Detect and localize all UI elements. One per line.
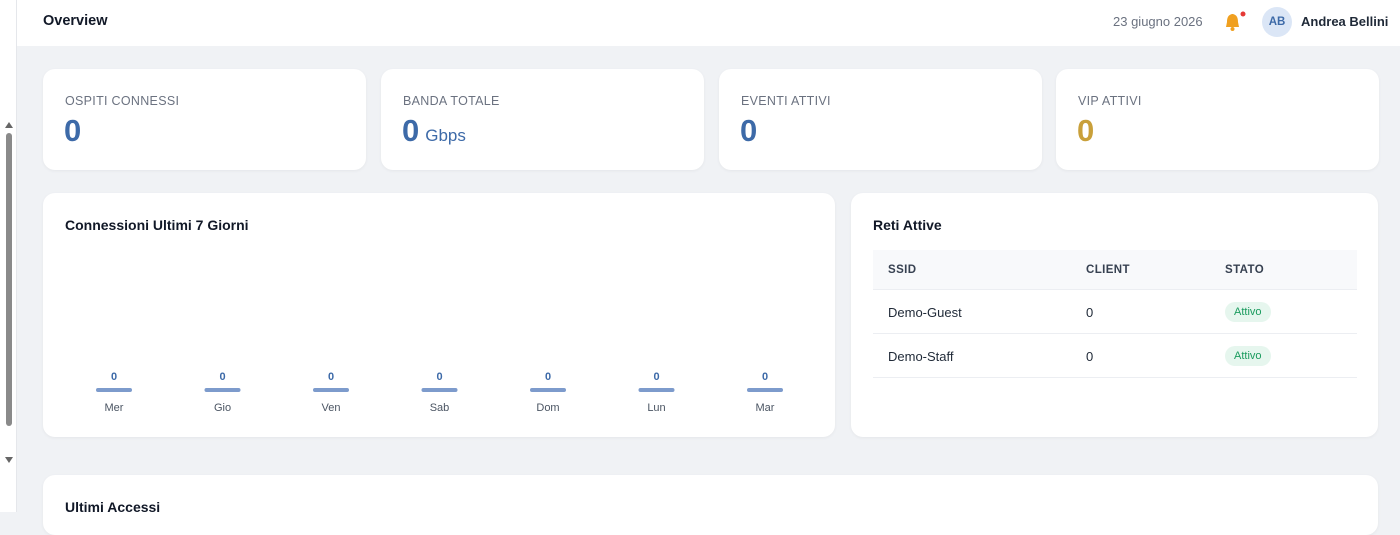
notifications[interactable] [1222,10,1246,34]
client-count: 0 [1086,305,1094,320]
bar-value-label: 0 [219,371,225,383]
stat-number: 0 [402,113,420,148]
chart-card: Connessioni Ultimi 7 Giorni 0 Mer 0 Gio 0 Ven… [43,193,835,437]
table-header [873,250,1357,290]
stat-number: 0 [1077,113,1095,148]
status-badge: Attivo [1225,346,1271,366]
x-tick-label: Lun [647,402,665,414]
client-count: 0 [1086,349,1094,364]
stat-label: EVENTI ATTIVI [741,94,831,108]
avatar[interactable]: AB [1262,7,1292,37]
stat-number: 0 [64,113,82,148]
stat-value: 0 [64,113,81,149]
stat-number: 0 [740,113,758,148]
chart-title: Connessioni Ultimi 7 Giorni [65,217,249,233]
user-name[interactable]: Andrea Bellini [1301,14,1389,29]
bar-value-label: 0 [328,371,334,383]
x-tick-label: Sab [430,402,450,414]
date: 23 giugno 2026 [1113,14,1203,29]
stat-card: BANDA TOTALE 0 Gbps [381,69,704,170]
stat-value: 0 [1077,113,1094,149]
networks-card: Reti Attive SSID CLIENT STATO Demo-Guest 0 At… [851,193,1378,437]
ssid: Demo-Guest [888,305,962,320]
scrollbar[interactable] [0,0,17,512]
stat-unit: Gbps [425,126,466,145]
scrollbar-graphic [5,122,13,463]
bar [204,388,241,392]
column-header: CLIENT [1086,264,1130,276]
bar [638,388,675,392]
table-row [873,290,1357,334]
status-badge: Attivo [1225,302,1271,322]
table-row [873,334,1357,378]
column-header: SSID [888,264,917,276]
bar [747,388,783,392]
bar [313,388,349,392]
bar-value-label: 0 [545,371,551,383]
bar [421,388,458,392]
page-title: Overview [43,13,108,29]
x-tick-label: Ven [322,402,341,414]
bar [96,388,132,392]
ssid: Demo-Staff [888,349,954,364]
recent-access-card: Ultimi Accessi [43,475,1378,535]
networks-title: Reti Attive [873,217,942,233]
stat-label: VIP ATTIVI [1078,94,1142,108]
bar-chart: 0 Mer 0 Gio 0 Ven 0 Sab 0 Dom 0 Lun 0 Mar [96,371,783,414]
recent-access-title: Ultimi Accessi [65,499,161,515]
networks-table: SSID CLIENT STATO Demo-Guest 0 Attivo Demo-Sta… [873,250,1357,380]
stat-label: OSPITI CONNESSI [65,94,180,108]
stat-label: BANDA TOTALE [403,94,500,108]
bar-value-label: 0 [436,371,442,383]
stat-card: OSPITI CONNESSI 0 [43,69,366,170]
bar-value-label: 0 [653,371,659,383]
bar-value-label: 0 [111,371,117,383]
x-tick-label: Gio [214,402,231,414]
bar [530,388,566,392]
stat-card: EVENTI ATTIVI 0 [719,69,1042,170]
x-tick-label: Dom [536,402,559,414]
x-tick-label: Mer [105,402,124,414]
stat-value: 0 [740,113,757,149]
x-tick-label: Mar [756,402,775,414]
stat-card: VIP ATTIVI 0 [1056,69,1379,170]
top-bar: Overview 23 giugno 2026 AB Andrea Bellin… [17,0,1400,46]
stat-value: 0 Gbps [402,113,466,149]
bar-value-label: 0 [762,371,768,383]
column-header: STATO [1225,264,1265,276]
